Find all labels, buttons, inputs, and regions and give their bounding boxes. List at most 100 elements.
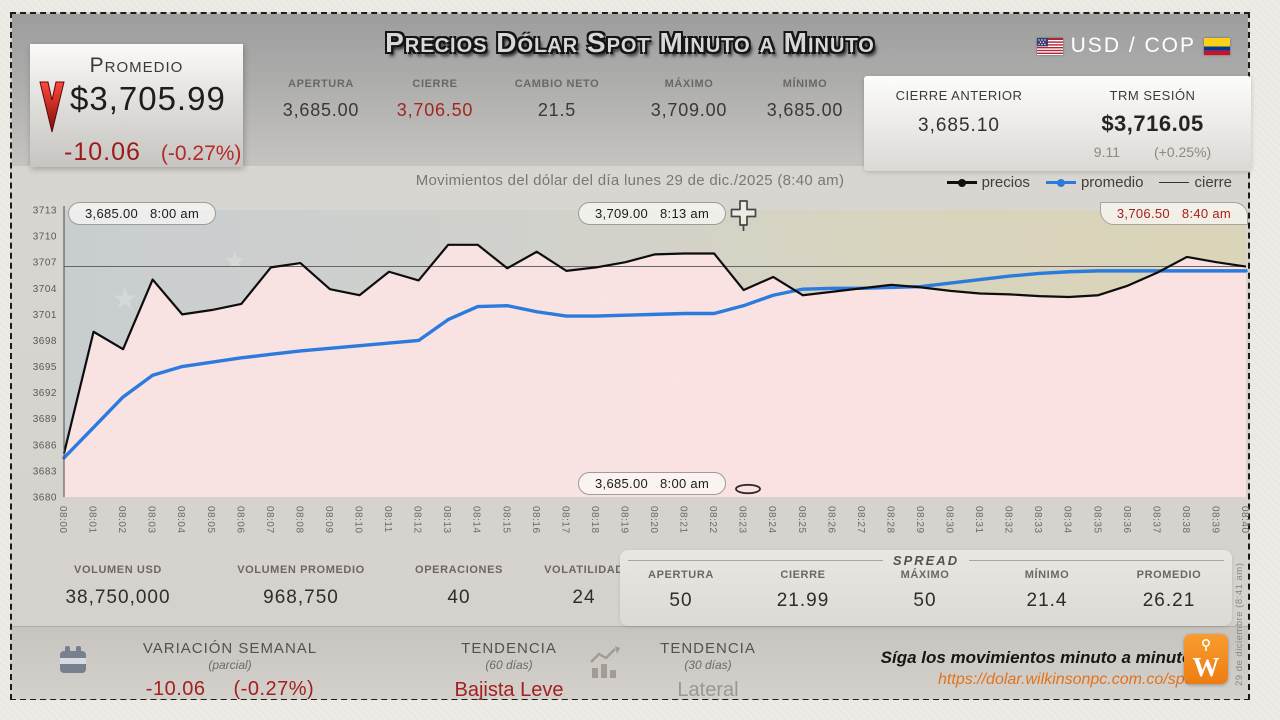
stat-cambio-neto-label: CAMBIO NETO (514, 78, 600, 90)
page-title: Precios Dólar Spot Minuto a Minuto (385, 27, 875, 58)
spread-promedio-label: PROMEDIO (1136, 569, 1202, 581)
svg-text:08:28: 08:28 (884, 506, 895, 534)
svg-text:08:10: 08:10 (353, 506, 364, 534)
stat-cambio-neto-value: 21.5 (537, 100, 577, 120)
annotation-apertura-value: 3,685.00 (85, 206, 139, 221)
svg-text:★: ★ (112, 283, 139, 316)
svg-text:08:05: 08:05 (205, 506, 216, 534)
svg-text:08:06: 08:06 (234, 506, 245, 534)
volumen-usd-label: VOLUMEN USD (74, 564, 162, 576)
stat-maximo-label: MÁXIMO (664, 78, 714, 90)
svg-text:08:33: 08:33 (1032, 506, 1043, 534)
precios-line-marker-icon (946, 178, 977, 187)
trend-chart-icon (590, 646, 620, 678)
svg-text:08:15: 08:15 (500, 506, 511, 534)
promedio-label: Promedio (89, 54, 184, 77)
annotation-maximo-value: 3,709.00 (595, 206, 649, 221)
follow-text: Síga los movimientos minuto a minuto: (880, 648, 1198, 667)
annotation-apertura-time: 8:00 am (150, 206, 200, 221)
stat-volumen-promedio: VOLUMEN PROMEDIO 968,750 (202, 564, 400, 609)
stat-maximo-value: 3,709.00 (650, 100, 728, 120)
variacion-sub: (parcial) (208, 658, 252, 672)
cierre-anterior-label: CIERRE ANTERIOR (895, 88, 1023, 103)
annotation-minimo: 3,685.00 8:00 am (578, 472, 727, 495)
pair-label: USD / COP (1070, 34, 1196, 57)
volatilidad-label: VOLATILIDAD (544, 564, 624, 576)
oval-marker-icon (735, 483, 761, 495)
wilkinsonpc-logo[interactable]: W (1184, 634, 1228, 684)
spread-minimo-label: MÍNIMO (1024, 569, 1070, 581)
svg-text:08:13: 08:13 (441, 506, 452, 534)
variacion-semanal: VARIACIÓN SEMANAL (parcial) -10.06 (-0.2… (96, 640, 364, 701)
annotation-cierre: 3,706.50 8:40 am (1099, 202, 1248, 225)
timestamp-vertical: 29 de diciembre (8:41 am) (1234, 562, 1245, 686)
stat-apertura-label: APERTURA (288, 78, 354, 90)
spread-apertura: APERTURA 50 (620, 569, 742, 612)
operaciones-label: OPERACIONES (415, 564, 503, 576)
annotation-cierre-time: 8:40 am (1181, 206, 1231, 221)
svg-text:08:00: 08:00 (57, 506, 68, 534)
cierre-line-marker-icon (1159, 181, 1190, 184)
tendencia-60-dias: TENDENCIA (60 días) Bajista Leve (380, 640, 638, 702)
stat-cierre-label: CIERRE (412, 78, 458, 90)
colombia-flag-icon (1204, 37, 1230, 55)
stat-operaciones: OPERACIONES 40 (400, 564, 518, 609)
stat-volumen-usd: VOLUMEN USD 38,750,000 (34, 564, 202, 609)
svg-text:08:08: 08:08 (293, 506, 304, 534)
svg-text:3686: 3686 (33, 440, 57, 451)
svg-text:08:36: 08:36 (1121, 506, 1132, 534)
spread-title: SPREAD (892, 553, 960, 568)
svg-text:08:26: 08:26 (825, 506, 836, 534)
annotation-minimo-value: 3,685.00 (595, 476, 649, 491)
spread-cierre: CIERRE 21.99 (742, 569, 864, 612)
spread-cierre-value: 21.99 (776, 590, 830, 611)
tendencia30-value: Lateral (677, 679, 739, 701)
svg-text:08:01: 08:01 (87, 506, 98, 534)
svg-text:08:40: 08:40 (1239, 506, 1250, 534)
svg-text:08:02: 08:02 (116, 506, 127, 534)
legend-promedio[interactable]: promedio (1045, 174, 1144, 191)
stat-minimo-value: 3,685.00 (766, 100, 844, 120)
svg-text:08:04: 08:04 (175, 506, 186, 534)
svg-text:08:14: 08:14 (471, 506, 482, 534)
legend-cierre[interactable]: cierre (1159, 174, 1232, 191)
spread-maximo-label: MÁXIMO (900, 569, 950, 581)
chart-svg: ★★★★★★★★★★★ 3713371037073704370136983695… (33, 206, 1250, 534)
chart-subtitle: Movimientos del dólar del día lunes 29 d… (415, 172, 845, 189)
spread-maximo: MÁXIMO 50 (864, 569, 986, 612)
spread-apertura-label: APERTURA (648, 569, 714, 581)
header-stats: APERTURA 3,685.00 CIERRE 3,706.50 CAMBIO… (260, 78, 858, 121)
promedio-change: -10.06 (64, 138, 141, 166)
svg-text:3680: 3680 (33, 493, 57, 504)
variacion-value: -10.06 (145, 678, 206, 700)
logo-pin-icon (1201, 638, 1211, 651)
volume-stats: VOLUMEN USD 38,750,000 VOLUMEN PROMEDIO … (34, 564, 650, 609)
stat-cierre-anterior: CIERRE ANTERIOR 3,685.10 (864, 76, 1054, 171)
svg-text:08:29: 08:29 (914, 506, 925, 534)
crosshair-icon[interactable] (730, 200, 758, 232)
annotation-maximo-time: 8:13 am (660, 206, 710, 221)
svg-text:3707: 3707 (33, 258, 57, 269)
stat-maximo: MÁXIMO 3,709.00 (626, 78, 752, 121)
svg-text:08:38: 08:38 (1180, 506, 1191, 534)
svg-text:08:21: 08:21 (678, 506, 689, 534)
svg-text:08:03: 08:03 (146, 506, 157, 534)
spread-promedio: PROMEDIO 26.21 (1108, 569, 1230, 612)
promedio-change-pct: (-0.27%) (160, 142, 242, 165)
cierre-anterior-value: 3,685.10 (918, 115, 1000, 136)
legend-promedio-label: promedio (1080, 174, 1144, 191)
follow-url-link[interactable]: https://dolar.wilkinsonpc.com.co/spot (938, 671, 1198, 688)
stat-minimo: MÍNIMO 3,685.00 (752, 78, 858, 121)
logo-letter: W (1192, 652, 1220, 682)
stat-cambio-neto: CAMBIO NETO 21.5 (488, 78, 626, 121)
svg-text:3698: 3698 (33, 336, 57, 347)
legend-precios[interactable]: precios (946, 174, 1030, 191)
calendar-icon (60, 646, 86, 673)
annotation-apertura: 3,685.00 8:00 am (68, 202, 217, 225)
volatilidad-value: 24 (572, 587, 596, 608)
svg-text:08:11: 08:11 (382, 506, 393, 533)
spread-minimo: MÍNIMO 21.4 (986, 569, 1108, 612)
svg-text:08:35: 08:35 (1091, 506, 1102, 534)
svg-text:3695: 3695 (33, 362, 57, 373)
tendencia60-sub: (60 días) (485, 658, 533, 672)
